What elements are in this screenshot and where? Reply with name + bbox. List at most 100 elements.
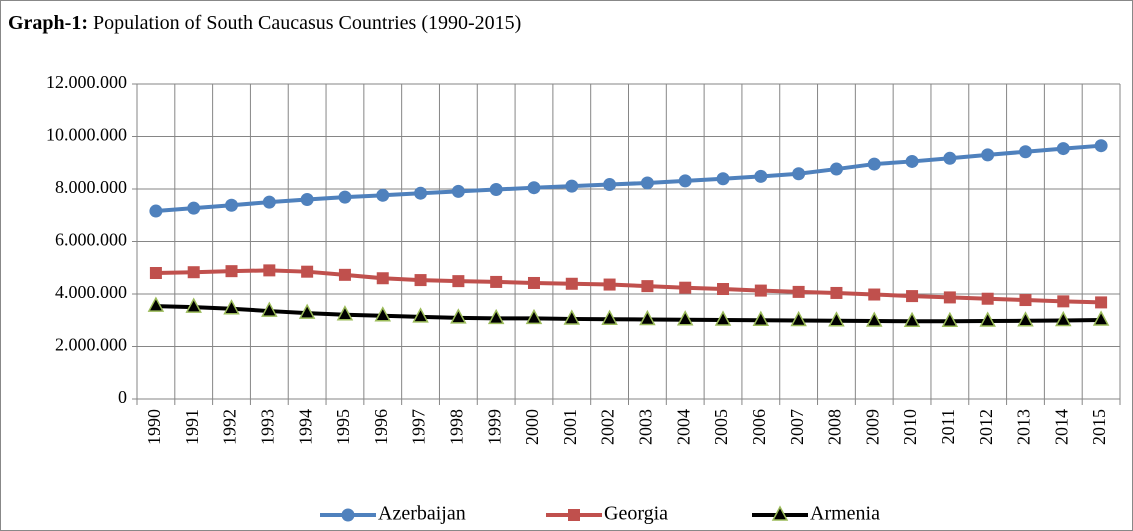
y-tick-label: 4.000.000 xyxy=(55,282,127,302)
point xyxy=(867,157,881,171)
legend-label: Azerbaijan xyxy=(378,503,466,525)
point xyxy=(225,198,239,212)
point xyxy=(716,172,730,186)
y-tick-label: 2.000.000 xyxy=(55,335,127,355)
title-text: Population of South Caucasus Countries (… xyxy=(93,12,521,34)
point xyxy=(301,265,314,278)
point xyxy=(905,154,919,168)
point xyxy=(676,310,694,326)
point xyxy=(527,181,541,195)
x-tick-label: 2007 xyxy=(787,409,807,445)
x-tick-label: 2013 xyxy=(1014,409,1034,445)
x-tick-label: 1991 xyxy=(182,409,202,445)
point xyxy=(376,188,390,202)
point xyxy=(1055,310,1072,327)
x-tick-label: 2011 xyxy=(938,409,958,444)
point xyxy=(487,308,505,325)
point xyxy=(714,310,732,326)
point xyxy=(338,190,352,204)
title-label: Graph-1: xyxy=(8,12,88,34)
x-tick-label: 1995 xyxy=(333,409,353,445)
point xyxy=(338,268,351,281)
point xyxy=(187,201,201,215)
point xyxy=(829,162,843,176)
point xyxy=(943,291,956,304)
point xyxy=(678,174,692,188)
legend-entry: Georgia xyxy=(546,503,668,525)
point xyxy=(263,264,276,277)
point xyxy=(981,148,995,162)
point xyxy=(603,278,616,291)
point xyxy=(452,275,465,288)
point xyxy=(754,284,767,297)
point xyxy=(147,296,165,312)
point xyxy=(187,266,200,279)
point xyxy=(261,301,278,317)
point xyxy=(1094,139,1108,153)
point xyxy=(489,183,503,197)
x-tick-label: 2002 xyxy=(598,409,618,445)
point xyxy=(868,288,881,301)
point xyxy=(792,285,805,298)
y-tick-label: 0 xyxy=(118,387,127,407)
point xyxy=(1018,145,1032,159)
point xyxy=(1019,294,1032,307)
point xyxy=(300,193,314,206)
point xyxy=(414,186,428,200)
point xyxy=(792,167,806,181)
point xyxy=(828,311,845,327)
chart-title: Graph-1: Population of South Caucasus Cou… xyxy=(8,12,521,34)
x-tick-label: 2008 xyxy=(825,409,845,445)
point xyxy=(336,305,354,321)
point xyxy=(376,272,389,285)
series-line xyxy=(155,268,1102,305)
y-tick-label: 6.000.000 xyxy=(55,230,127,250)
x-tick-label: 2003 xyxy=(636,409,656,445)
x-tick-label: 2001 xyxy=(560,409,580,445)
y-tick-label: 10.000.000 xyxy=(46,125,127,145)
point xyxy=(717,283,730,296)
point xyxy=(298,303,316,319)
point xyxy=(149,204,163,218)
point xyxy=(451,184,465,198)
point xyxy=(865,311,883,327)
point xyxy=(450,308,467,324)
point xyxy=(830,286,843,299)
point xyxy=(981,292,994,305)
point xyxy=(752,310,770,326)
point xyxy=(225,265,238,278)
series-markers xyxy=(147,296,1110,328)
point xyxy=(414,274,427,287)
x-tick-label: 2010 xyxy=(900,409,920,445)
x-tick-label: 1994 xyxy=(295,409,315,445)
point xyxy=(906,290,919,303)
series-markers xyxy=(149,264,1108,309)
x-tick-label: 1993 xyxy=(257,409,277,445)
x-tick-label: 2004 xyxy=(673,409,693,445)
point xyxy=(412,307,429,323)
point xyxy=(1017,311,1034,327)
point xyxy=(790,310,807,327)
legend-entry: Azerbaijan xyxy=(320,503,466,525)
point xyxy=(601,309,618,325)
point xyxy=(941,311,959,328)
x-tick-label: 1998 xyxy=(446,409,466,445)
point xyxy=(262,195,276,209)
x-tick-label: 2009 xyxy=(862,409,882,445)
point xyxy=(565,277,578,290)
point xyxy=(603,178,617,192)
legend-label: Armenia xyxy=(810,503,880,525)
y-tick-label: 8.000.000 xyxy=(55,177,127,197)
x-tick-label: 1999 xyxy=(484,409,504,445)
series-markers xyxy=(149,139,1108,218)
point xyxy=(903,311,921,328)
y-tick-label: 12.000.000 xyxy=(46,72,127,92)
point xyxy=(565,179,579,193)
point xyxy=(525,308,543,325)
point xyxy=(639,309,656,326)
point xyxy=(490,275,503,288)
point xyxy=(979,311,996,327)
point xyxy=(527,276,540,289)
